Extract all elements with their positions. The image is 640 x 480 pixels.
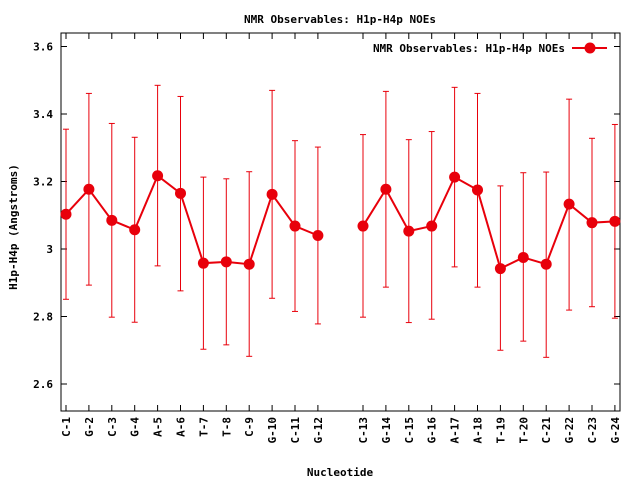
y-tick-label: 3.2 — [33, 176, 53, 189]
data-point — [197, 257, 209, 269]
data-point — [129, 224, 141, 236]
x-tick-label: T-20 — [517, 417, 530, 444]
x-tick-label: C-13 — [357, 417, 370, 444]
x-axis-label: Nucleotide — [307, 466, 374, 479]
data-point — [472, 184, 483, 196]
x-tick-label: C-9 — [243, 417, 256, 437]
x-tick-label: G-22 — [563, 417, 576, 444]
series-line — [362, 175, 615, 270]
data-point — [609, 215, 621, 227]
data-point — [220, 256, 232, 268]
x-tick-label: T-7 — [197, 417, 210, 437]
data-point — [175, 187, 186, 199]
data-point — [586, 217, 598, 229]
data-point — [540, 258, 552, 270]
x-tick-label: A-17 — [449, 417, 462, 444]
y-tick-label: 3.6 — [33, 41, 53, 54]
x-tick-label: C-15 — [403, 417, 416, 444]
x-tick-label: C-1 — [60, 417, 73, 437]
data-point — [380, 183, 392, 195]
data-point — [449, 171, 461, 183]
data-point — [312, 230, 324, 241]
x-tick-label: C-23 — [586, 417, 599, 444]
x-tick-label: T-19 — [494, 417, 507, 444]
data-point — [426, 220, 438, 232]
legend: NMR Observables: H1p-H4p NOEs — [373, 42, 607, 55]
data-point — [563, 198, 575, 210]
y-tick-label: 2.6 — [33, 378, 53, 391]
y-tick-label: 3.4 — [33, 108, 53, 121]
x-tick-label: T-8 — [220, 417, 233, 437]
y-axis-label: H1p-H4p (Angstroms) — [7, 164, 20, 290]
data-point — [243, 258, 255, 270]
data-point — [494, 263, 506, 275]
x-tick-label: A-6 — [175, 417, 188, 437]
legend-marker — [584, 42, 596, 54]
axes: 2.6 2.8 3 3.2 3.4 3.6 C-1 G-2 C-3 G-4 A-5 A-6 T-7 T-8… — [33, 32, 622, 444]
legend-label: NMR Observables: H1p-H4p NOEs — [373, 42, 565, 55]
x-tick-label: A-18 — [472, 417, 485, 444]
x-tick-label: G-14 — [380, 417, 393, 444]
data-point — [357, 220, 369, 232]
x-tick-label: G-12 — [312, 417, 325, 444]
data-point — [266, 188, 278, 200]
data-point — [60, 208, 72, 220]
x-tick-label: G-4 — [129, 417, 142, 437]
plot-frame — [60, 32, 621, 412]
x-tick-label: G-10 — [266, 417, 279, 444]
x-tick-label: C-3 — [106, 417, 119, 437]
x-tick-label: A-5 — [152, 417, 165, 437]
data-point — [152, 170, 164, 182]
x-tick-label: C-21 — [540, 417, 553, 444]
data-point — [106, 214, 118, 226]
data-point — [289, 220, 301, 232]
x-tick-label: G-16 — [426, 417, 439, 444]
series-line — [65, 174, 319, 266]
chart-title: NMR Observables: H1p-H4p NOEs — [244, 13, 436, 26]
plot-marks — [60, 84, 621, 358]
x-tick-label: G-24 — [609, 417, 622, 444]
data-point — [83, 183, 95, 195]
y-tick-label: 3 — [46, 243, 53, 256]
x-tick-label: G-2 — [83, 417, 96, 437]
x-tick-label: C-11 — [289, 417, 302, 444]
data-point — [403, 225, 415, 237]
data-point — [517, 251, 529, 263]
y-tick-label: 2.8 — [33, 311, 53, 324]
